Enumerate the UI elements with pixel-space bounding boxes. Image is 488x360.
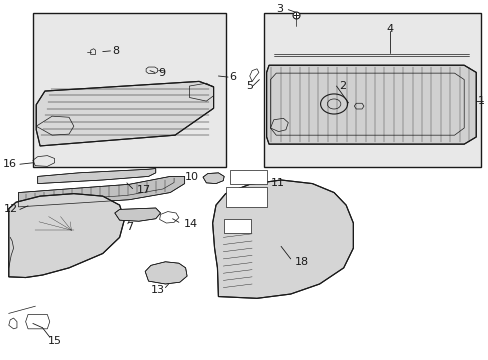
Polygon shape bbox=[38, 168, 156, 184]
Polygon shape bbox=[145, 262, 187, 284]
Bar bbox=[225, 187, 266, 207]
Bar bbox=[230, 170, 266, 184]
Text: 6: 6 bbox=[229, 72, 236, 82]
Polygon shape bbox=[19, 176, 184, 207]
Circle shape bbox=[169, 268, 179, 275]
Text: 3: 3 bbox=[276, 4, 283, 14]
Text: 11: 11 bbox=[270, 178, 284, 188]
Bar bbox=[224, 219, 250, 233]
Circle shape bbox=[156, 270, 165, 278]
Polygon shape bbox=[9, 194, 124, 278]
Polygon shape bbox=[115, 208, 160, 221]
Bar bbox=[33, 13, 225, 167]
Bar bbox=[264, 13, 480, 167]
Circle shape bbox=[26, 249, 44, 262]
Polygon shape bbox=[266, 65, 475, 144]
Circle shape bbox=[40, 207, 102, 253]
Text: 14: 14 bbox=[183, 219, 198, 229]
Text: 15: 15 bbox=[47, 336, 61, 346]
Text: 5: 5 bbox=[246, 81, 253, 91]
Circle shape bbox=[254, 203, 326, 257]
Text: 1: 1 bbox=[477, 96, 484, 106]
Text: 17: 17 bbox=[136, 185, 150, 195]
Polygon shape bbox=[36, 81, 213, 146]
Text: 12: 12 bbox=[4, 204, 19, 215]
Text: 9: 9 bbox=[158, 68, 165, 78]
Polygon shape bbox=[212, 180, 353, 298]
Text: 2: 2 bbox=[338, 81, 346, 91]
Text: 13: 13 bbox=[151, 285, 165, 296]
Polygon shape bbox=[203, 173, 224, 184]
Text: 10: 10 bbox=[185, 172, 199, 182]
Text: 8: 8 bbox=[112, 46, 119, 56]
Text: 18: 18 bbox=[294, 257, 308, 267]
Text: 16: 16 bbox=[3, 159, 17, 169]
Text: 4: 4 bbox=[385, 24, 392, 34]
Text: 7: 7 bbox=[125, 222, 133, 232]
